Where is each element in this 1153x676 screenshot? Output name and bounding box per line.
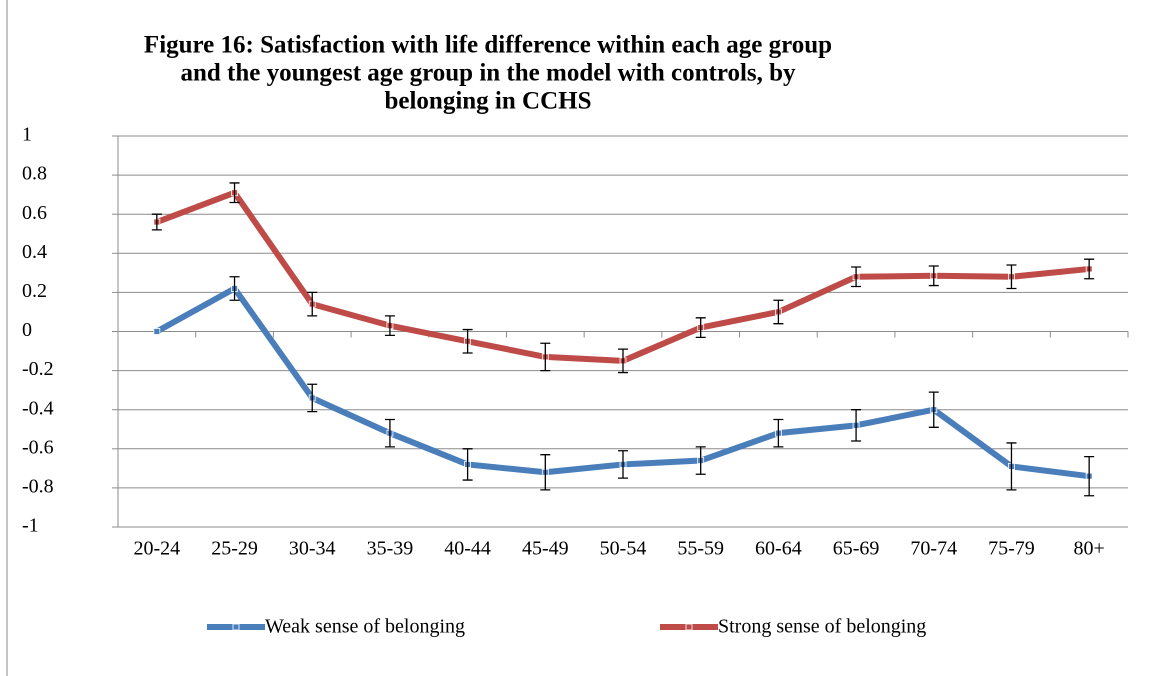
error-bar <box>1006 264 1017 290</box>
error-bar <box>307 291 318 317</box>
x-tick-label: 75-79 <box>988 538 1035 560</box>
error-bar <box>1084 258 1095 280</box>
y-tick-label: 0.4 <box>22 241 47 263</box>
error-bar <box>151 213 162 231</box>
y-tick-label: -1 <box>22 515 39 537</box>
error-bar <box>540 342 551 372</box>
y-tick-label: 1 <box>22 124 32 146</box>
x-tick-label: 20-24 <box>134 538 181 560</box>
error-bar <box>540 454 551 491</box>
x-tick-label: 55-59 <box>677 538 724 560</box>
series-line <box>155 189 1090 364</box>
error-bar <box>851 266 862 288</box>
chart-title: belonging in CCHS <box>384 88 591 115</box>
chart-title: and the youngest age group in the model … <box>180 60 796 87</box>
point-marker <box>153 328 161 335</box>
x-tick-label: 80+ <box>1074 538 1105 560</box>
legend-label: Strong sense of belonging <box>718 616 926 638</box>
x-tick-label: 70-74 <box>910 538 957 560</box>
legend-marker <box>232 623 240 631</box>
x-tick-label: 60-64 <box>755 538 802 560</box>
series-line <box>155 285 1090 480</box>
x-tick-label: 45-49 <box>522 538 569 560</box>
error-bar <box>928 265 939 287</box>
y-tick-label: -0.8 <box>22 475 54 497</box>
x-tick-label: 25-29 <box>211 538 258 560</box>
error-bar <box>229 182 240 204</box>
error-bar <box>928 391 939 428</box>
y-tick-label: 0.8 <box>22 163 47 185</box>
error-bar <box>384 315 395 337</box>
x-tick-label: 65-69 <box>833 538 880 560</box>
y-tick-label: -0.2 <box>22 358 54 380</box>
error-bar <box>462 448 473 481</box>
error-bar <box>1006 442 1017 491</box>
y-tick-label: -0.6 <box>22 436 54 458</box>
x-tick-label: 35-39 <box>367 538 414 560</box>
error-bar <box>618 450 628 479</box>
x-tick-label: 30-34 <box>289 538 336 560</box>
error-bar <box>307 383 318 413</box>
error-bar <box>773 418 784 448</box>
error-bar <box>773 299 784 325</box>
x-tick-label: 40-44 <box>444 538 491 560</box>
legend-marker <box>685 623 693 631</box>
chart-title: Figure 16: Satisfaction with life differ… <box>144 32 832 59</box>
error-bar <box>695 446 706 475</box>
error-bar <box>1084 455 1095 497</box>
error-bar <box>462 328 473 354</box>
error-bar <box>851 409 862 442</box>
error-bar <box>695 317 706 339</box>
y-tick-label: -0.4 <box>22 397 54 419</box>
error-bar <box>618 348 628 374</box>
legend-label: Weak sense of belonging <box>265 616 465 638</box>
y-tick-label: 0.2 <box>22 280 47 302</box>
y-tick-label: 0 <box>22 319 32 341</box>
error-bar <box>229 276 240 301</box>
error-bar <box>384 418 395 448</box>
x-tick-label: 50-54 <box>600 538 647 560</box>
y-tick-label: 0.6 <box>22 202 47 224</box>
